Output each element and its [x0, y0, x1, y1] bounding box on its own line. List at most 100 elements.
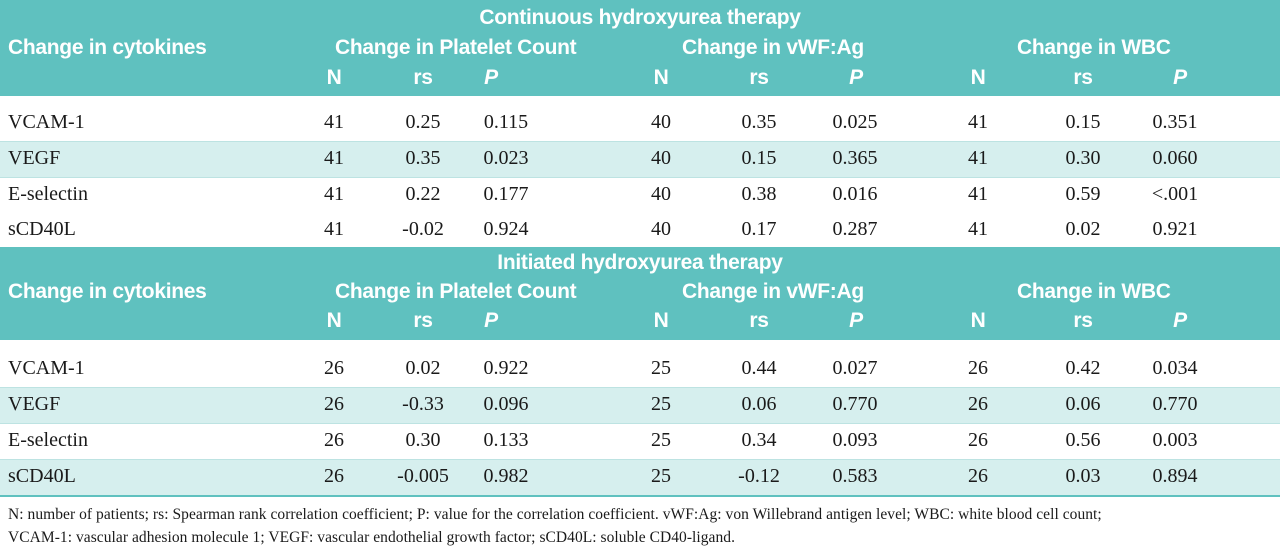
row-label: VEGF — [8, 147, 61, 169]
sub-header-n: N — [970, 66, 986, 89]
cell-wbc-n: 41 — [968, 147, 988, 169]
cell-wbc-rs: 0.02 — [1065, 218, 1101, 240]
table-row: E-selectin 41 0.22 0.177 40 0.38 0.016 4… — [0, 178, 1280, 213]
cell-platelet-n: 41 — [324, 111, 344, 133]
sub-header-n: N — [326, 309, 342, 332]
footnote-line: VCAM-1: vascular adhesion molecule 1; VE… — [8, 529, 736, 546]
sub-header-n: N — [653, 309, 669, 332]
sub-header-p: P — [484, 66, 498, 89]
sub-header-p: P — [1173, 309, 1187, 332]
cell-vwf-n: 25 — [651, 429, 671, 451]
cell-platelet-p: 0.177 — [483, 183, 529, 205]
table-row: sCD40L 26 -0.005 0.982 25 -0.12 0.583 26… — [0, 460, 1280, 495]
cell-wbc-rs: 0.15 — [1065, 111, 1101, 133]
section-header-initiated: Initiated hydroxyurea therapy Change in … — [0, 247, 1280, 340]
cell-platelet-p: 0.982 — [483, 465, 529, 487]
cell-platelet-p: 0.133 — [483, 429, 529, 451]
cell-vwf-rs: 0.38 — [741, 183, 777, 205]
cell-platelet-rs: -0.33 — [402, 393, 444, 415]
section-title: Initiated hydroxyurea therapy — [497, 251, 783, 274]
table-row: sCD40L 41 -0.02 0.924 40 0.17 0.287 41 0… — [0, 213, 1280, 247]
cell-vwf-rs: 0.34 — [741, 429, 777, 451]
cell-platelet-rs: 0.35 — [405, 147, 441, 169]
section-title: Continuous hydroxyurea therapy — [479, 6, 801, 29]
sub-header-n: N — [653, 66, 669, 89]
cell-wbc-n: 41 — [968, 111, 988, 133]
cell-wbc-n: 41 — [968, 183, 988, 205]
cell-vwf-rs: 0.44 — [741, 357, 777, 379]
table-row: E-selectin 26 0.30 0.133 25 0.34 0.093 2… — [0, 424, 1280, 459]
column-label: Change in cytokines — [8, 36, 207, 59]
row-label: VCAM-1 — [8, 111, 85, 133]
cell-wbc-rs: 0.06 — [1065, 393, 1101, 415]
cell-platelet-rs: -0.005 — [397, 465, 449, 487]
group-header-wbc: Change in WBC — [1017, 36, 1171, 59]
table-footnote: N: number of patients; rs: Spearman rank… — [0, 497, 1280, 549]
section-header-continuous: Continuous hydroxyurea therapy Change in… — [0, 0, 1280, 96]
row-label: sCD40L — [8, 218, 76, 240]
row-label: VEGF — [8, 393, 61, 415]
cell-wbc-n: 26 — [968, 357, 988, 379]
cell-platelet-n: 26 — [324, 465, 344, 487]
row-label: E-selectin — [8, 183, 88, 205]
cell-platelet-p: 0.023 — [483, 147, 529, 169]
group-header-wbc: Change in WBC — [1017, 280, 1171, 303]
cell-vwf-p: 0.025 — [832, 111, 878, 133]
sub-header-n: N — [970, 309, 986, 332]
cell-wbc-p: 0.060 — [1152, 147, 1198, 169]
cell-wbc-p: <.001 — [1151, 183, 1199, 205]
cell-wbc-p: 0.034 — [1152, 357, 1198, 379]
cell-wbc-rs: 0.03 — [1065, 465, 1101, 487]
table-row: VCAM-1 41 0.25 0.115 40 0.35 0.025 41 0.… — [0, 106, 1280, 141]
cell-platelet-p: 0.115 — [483, 111, 529, 133]
cell-platelet-rs: 0.02 — [405, 357, 441, 379]
cell-platelet-n: 41 — [324, 183, 344, 205]
cell-vwf-rs: 0.06 — [741, 393, 777, 415]
sub-header-p: P — [484, 309, 498, 332]
sub-header-rs: rs — [749, 309, 769, 332]
cell-platelet-p: 0.922 — [483, 357, 529, 379]
cell-platelet-rs: 0.22 — [405, 183, 441, 205]
footnote-line: N: number of patients; rs: Spearman rank… — [8, 506, 1102, 523]
cell-vwf-p: 0.287 — [832, 218, 878, 240]
sub-header-n: N — [326, 66, 342, 89]
cell-wbc-rs: 0.56 — [1065, 429, 1101, 451]
cell-vwf-n: 40 — [651, 218, 671, 240]
table-bottom-rule — [0, 495, 1280, 497]
group-header-platelet: Change in Platelet Count — [335, 280, 577, 303]
cell-vwf-rs: -0.12 — [738, 465, 780, 487]
sub-header-rs: rs — [413, 309, 433, 332]
cell-wbc-rs: 0.59 — [1065, 183, 1101, 205]
cell-wbc-p: 0.921 — [1152, 218, 1198, 240]
cell-platelet-rs: 0.30 — [405, 429, 441, 451]
row-label: VCAM-1 — [8, 357, 85, 379]
sub-header-p: P — [849, 309, 863, 332]
sub-header-rs: rs — [749, 66, 769, 89]
cell-platelet-rs: 0.25 — [405, 111, 441, 133]
sub-header-rs: rs — [1073, 66, 1093, 89]
cell-vwf-p: 0.770 — [832, 393, 878, 415]
cell-vwf-n: 25 — [651, 393, 671, 415]
cell-wbc-n: 26 — [968, 465, 988, 487]
sub-header-rs: rs — [413, 66, 433, 89]
cell-vwf-rs: 0.17 — [741, 218, 777, 240]
cell-wbc-n: 26 — [968, 393, 988, 415]
group-header-platelet: Change in Platelet Count — [335, 36, 577, 59]
sub-header-p: P — [849, 66, 863, 89]
row-label: sCD40L — [8, 465, 76, 487]
cell-platelet-n: 41 — [324, 147, 344, 169]
cell-vwf-n: 25 — [651, 357, 671, 379]
row-label: E-selectin — [8, 429, 88, 451]
cell-vwf-p: 0.365 — [832, 147, 878, 169]
cell-vwf-n: 40 — [651, 183, 671, 205]
table-row: VEGF 26 -0.33 0.096 25 0.06 0.770 26 0.0… — [0, 388, 1280, 423]
cell-vwf-rs: 0.15 — [741, 147, 777, 169]
cell-wbc-rs: 0.30 — [1065, 147, 1101, 169]
cell-wbc-p: 0.003 — [1152, 429, 1198, 451]
group-header-vwf: Change in vWF:Ag — [682, 36, 864, 59]
column-label: Change in cytokines — [8, 280, 207, 303]
cell-vwf-p: 0.583 — [832, 465, 878, 487]
cell-wbc-n: 26 — [968, 429, 988, 451]
cell-vwf-p: 0.027 — [832, 357, 878, 379]
cell-wbc-p: 0.770 — [1152, 393, 1198, 415]
